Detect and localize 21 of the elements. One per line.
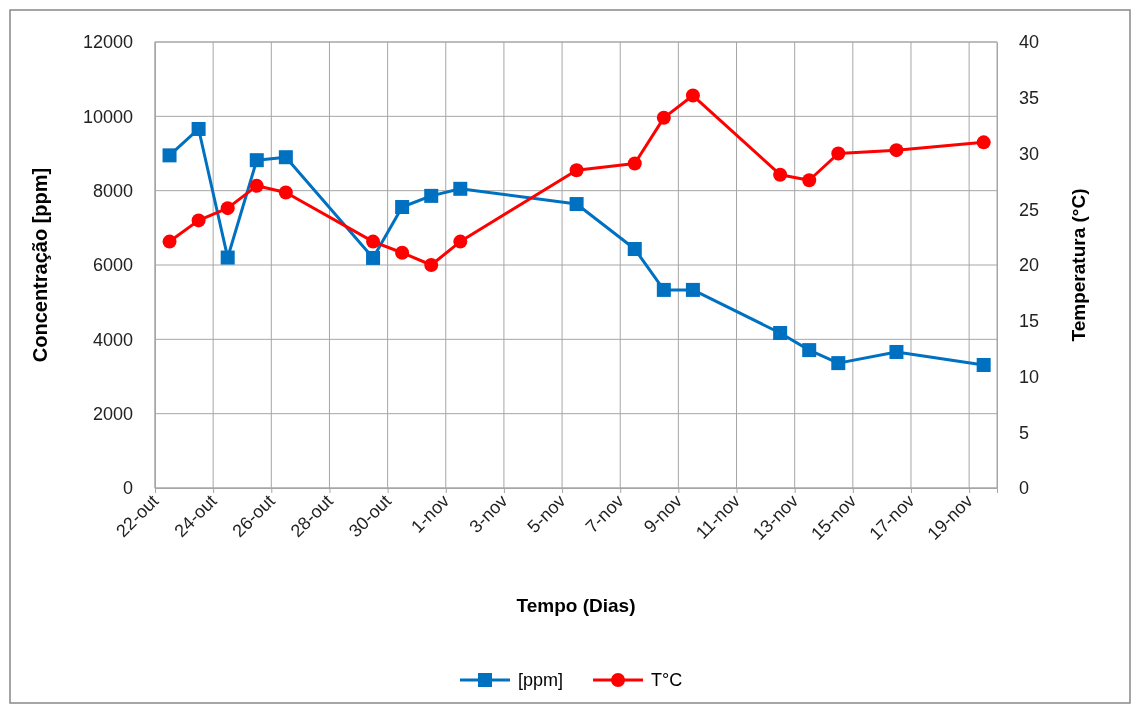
y2-tick-label: 40 (1019, 32, 1040, 53)
legend-label: [ppm] (518, 670, 564, 690)
y2-tick-label: 20 (1019, 255, 1040, 276)
y2-tick-label: 30 (1019, 143, 1040, 164)
y2-tick-label: 35 (1019, 88, 1040, 109)
y-tick-label: 0 (122, 478, 133, 499)
y2-tick-label: 10 (1019, 366, 1040, 387)
legend-label: T°C (651, 670, 683, 690)
y-tick-label: 6000 (92, 255, 133, 276)
y-axis-title: Concentração [ppm] (29, 167, 51, 363)
y-tick-label: 10000 (82, 106, 133, 127)
y-tick-label: 8000 (92, 180, 133, 201)
y-tick-label: 4000 (92, 329, 133, 350)
y2-tick-label: 0 (1019, 478, 1030, 499)
y2-tick-label: 25 (1019, 199, 1040, 220)
x-axis-title: Tempo (Dias) (516, 595, 636, 616)
y2-tick-label: 5 (1019, 422, 1030, 443)
y2-tick-label: 15 (1019, 311, 1040, 332)
y-tick-label: 2000 (92, 403, 133, 424)
y-tick-label: 12000 (82, 32, 133, 53)
y2-axis-title: Temperatura (°C) (1068, 188, 1089, 342)
